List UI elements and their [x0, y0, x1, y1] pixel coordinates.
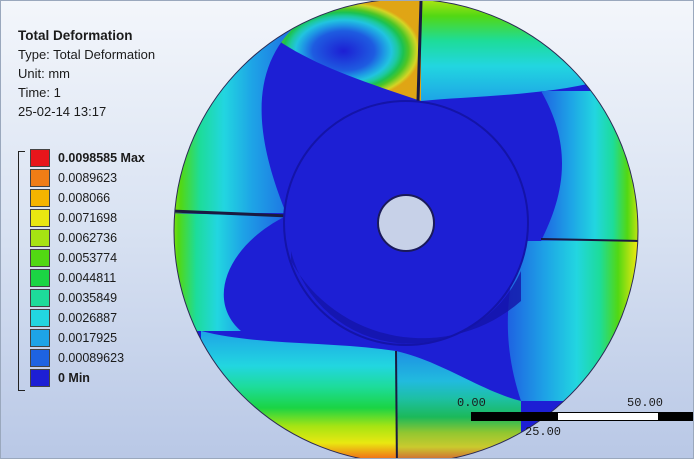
scale-label-mid: 25.00 [525, 425, 562, 439]
legend-label: 0.0044811 [58, 271, 117, 285]
legend-label: 0.0035849 [58, 291, 118, 305]
legend-swatch [30, 209, 50, 227]
legend-swatch [30, 289, 50, 307]
legend-swatch [30, 309, 50, 327]
result-date: 25-02-14 13:17 [18, 104, 107, 119]
legend-bracket [18, 151, 25, 391]
legend-swatch [30, 249, 50, 267]
result-title: Total Deformation [18, 28, 133, 43]
legend-swatch [30, 189, 50, 207]
legend-label: 0.0071698 [58, 211, 118, 225]
legend-label: 0.0017925 [58, 331, 118, 345]
result-time: Time: 1 [18, 85, 61, 100]
result-unit: Unit: mm [18, 66, 70, 81]
legend-swatch [30, 229, 50, 247]
legend-label: 0.0098585 Max [58, 151, 145, 165]
legend-label: 0.00089623 [58, 351, 125, 365]
legend-label: 0.0089623 [58, 171, 118, 185]
legend-swatch [30, 349, 50, 367]
scale-bar: 0.00 50.00 25.00 [453, 396, 693, 446]
legend-label: 0.0026887 [58, 311, 118, 325]
legend-label: 0.0062736 [58, 231, 118, 245]
disc-body [174, 1, 638, 458]
legend-swatch [30, 169, 50, 187]
scale-segment-dark-end [659, 412, 693, 421]
legend-swatch [30, 329, 50, 347]
scale-label-left: 0.00 [457, 396, 486, 410]
legend-label: 0 Min [58, 371, 90, 385]
color-legend[interactable]: 0.0098585 Max 0.0089623 0.008066 0.0071698 0… [18, 145, 193, 395]
result-info: Total Deformation Type: Total Deformatio… [18, 26, 155, 121]
legend-swatch [30, 149, 50, 167]
bore-hole [377, 194, 435, 252]
scale-segment-light [557, 412, 659, 421]
legend-swatch [30, 269, 50, 287]
legend-swatch [30, 369, 50, 387]
legend-label: 0.008066 [58, 191, 111, 205]
result-type: Type: Total Deformation [18, 47, 156, 62]
scale-label-right: 50.00 [627, 396, 664, 410]
legend-label: 0.0053774 [58, 251, 118, 265]
scale-segment-dark [471, 412, 557, 421]
